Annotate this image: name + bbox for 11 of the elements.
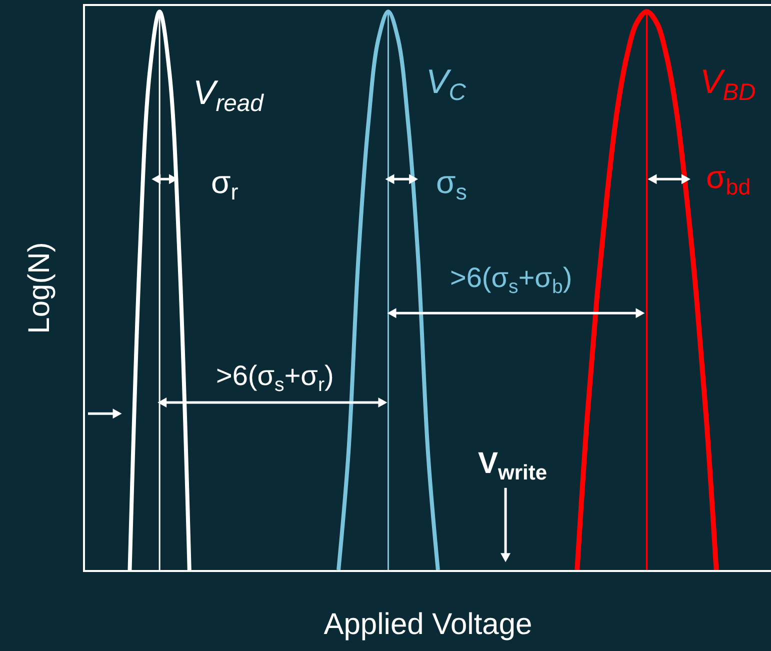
annotation: σ$_{r}$: [211, 164, 239, 205]
y-axis-title: Log(N): [22, 242, 56, 334]
annotation: >6(σ$_{s}$+σ$_{b}$): [450, 262, 572, 298]
annotation: V$_{write}$: [478, 447, 548, 484]
annotation: σ$_{bd}$: [706, 159, 751, 200]
annotation: σ$_{s}$: [436, 164, 467, 205]
series-label: V$_{C}$: [426, 63, 467, 106]
x-axis-title: Applied Voltage: [324, 608, 532, 642]
series-label: V$_{read}$: [193, 74, 264, 118]
series-label: V$_{BD}$: [700, 63, 756, 106]
annotation: >6(σ$_{s}$+σ$_{r}$): [216, 360, 334, 396]
